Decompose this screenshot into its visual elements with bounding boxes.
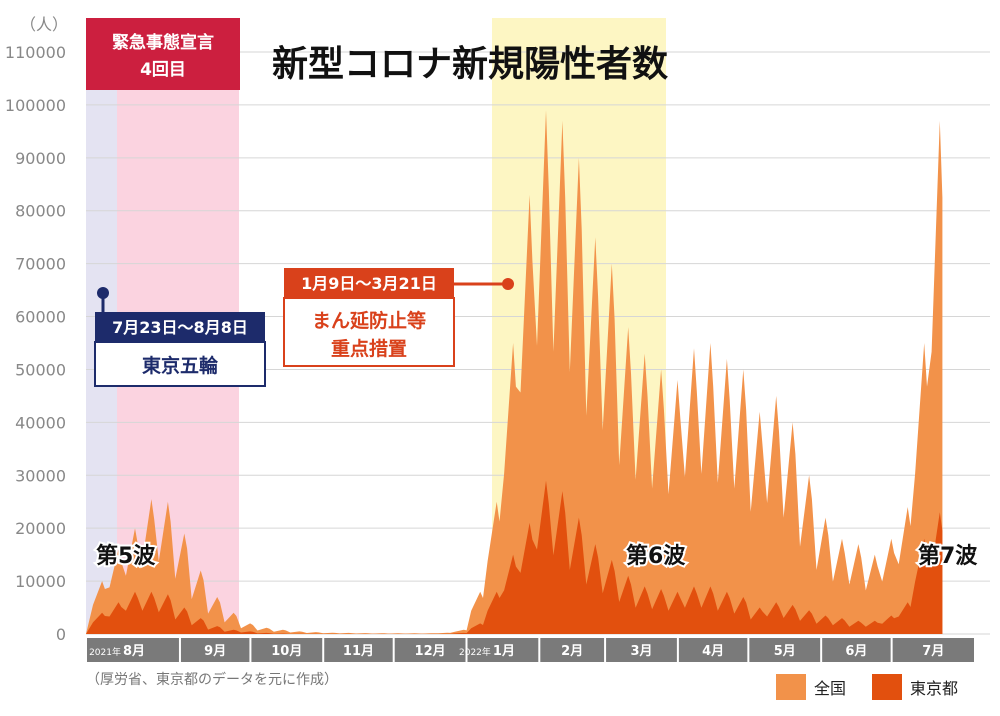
month-cell [394,638,466,662]
y-tick-label: 110000 [5,43,66,62]
month-label: 7月 [922,644,944,659]
chart-title: 新型コロナ新規陽性者数 [272,44,668,85]
y-tick-label: 90000 [15,149,66,168]
olympics-label-box [94,341,266,387]
month-cell [822,638,891,662]
priority-line1: まん延防止等 [312,309,426,332]
olympics-dates-box [95,312,265,342]
month-label: 4月 [702,644,724,659]
area-series-1 [86,480,943,634]
month-cell [540,638,605,662]
legend-label-tokyo: 東京都 [910,679,958,698]
emergency-line2: 4回目 [140,60,186,80]
month-label: 10月 [271,644,302,659]
month-cell [180,638,250,662]
month-label: 2月 [561,644,583,659]
priority-label-box [283,297,455,367]
y-axis-ticks: 0 10000 20000 30000 40000 50000 60000 70000 8000… [5,43,66,644]
y-tick-label: 50000 [15,360,66,379]
month-cell [251,638,323,662]
area-series-0 [86,110,943,634]
y-unit-label: （人） [20,15,68,34]
month-cell [467,638,539,662]
olympics-callout: 7月23日～8月8日 東京五輪 [94,287,266,387]
month-cell [87,638,179,662]
month-cell [749,638,821,662]
wave-7-label: 第7波 [918,543,978,569]
priority-dates-box [284,268,454,298]
y-tick-label: 80000 [15,202,66,221]
month-cell [324,638,393,662]
month-label: 12月 [415,644,446,659]
olympics-pin-dot [97,287,109,299]
y-tick-label: 10000 [15,572,66,591]
month-label: 6月 [845,644,867,659]
month-year-prefix: 2021年 [89,646,121,658]
legend-swatch-tokyo [872,674,902,700]
legend: 全国 東京都 [776,674,958,700]
legend-label-national: 全国 [814,679,846,698]
month-cell [606,638,677,662]
emergency-box-bg [86,18,240,90]
y-tick-label: 40000 [15,413,66,432]
wave-5-label: 第5波 [96,543,156,569]
month-label: 11月 [343,644,374,659]
month-axis: 2021年 8月 9月 10月 11月 12月 2022年 1月 2月 3月 4月 5月 6月 7月 [87,638,974,662]
source-note: （厚労省、東京都のデータを元に作成） [86,671,338,688]
priority-callout: 1月9日～3月21日 まん延防止等 重点措置 [283,268,514,367]
month-label: 8月 [123,644,145,659]
priority-dates: 1月9日～3月21日 [301,274,437,293]
month-cell [892,638,974,662]
y-tick-label: 100000 [5,96,66,115]
emergency-declaration-box: 緊急事態宣言 4回目 [86,18,240,90]
month-label: 3月 [630,644,652,659]
month-cell [678,638,748,662]
olympics-dates: 7月23日～8月8日 [112,318,248,337]
month-label: 1月 [493,644,515,659]
olympics-label: 東京五輪 [142,354,219,377]
y-tick-label: 0 [56,625,66,644]
y-tick-label: 60000 [15,308,66,327]
legend-swatch-national [776,674,806,700]
priority-pointer-dot [502,278,514,290]
series-areas [86,110,943,634]
wave-6-label: 第6波 [626,543,686,569]
month-label: 5月 [774,644,796,659]
y-tick-label: 30000 [15,466,66,485]
priority-line2: 重点措置 [331,337,407,360]
month-year-prefix: 2022年 [459,646,491,658]
emergency-line1: 緊急事態宣言 [112,32,214,53]
y-tick-label: 70000 [15,255,66,274]
y-tick-label: 20000 [15,519,66,538]
month-label: 9月 [204,644,226,659]
